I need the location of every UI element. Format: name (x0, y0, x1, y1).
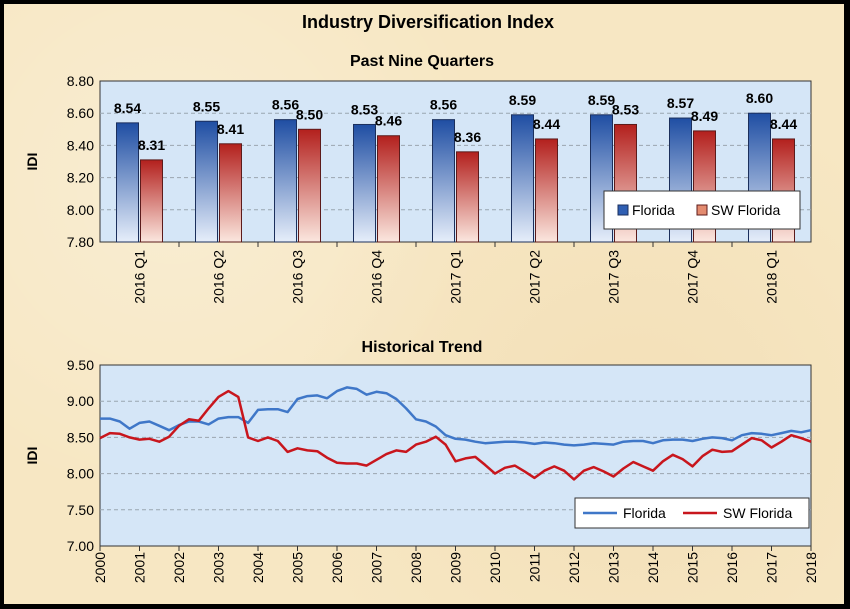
bar-florida (195, 120, 218, 243)
line-x-tick-label: 2013 (606, 552, 622, 583)
bar-data-label-sw-florida: 8.53 (612, 101, 639, 117)
bar-legend (603, 190, 801, 230)
bar-data-label-florida: 8.53 (351, 101, 378, 117)
bar-y-axis-label: IDI (24, 153, 40, 171)
bar-y-tick-label: 8.20 (67, 170, 94, 186)
bar-x-tick-label: 2017 Q1 (448, 250, 464, 304)
line-y-tick-label: 8.50 (67, 429, 94, 445)
line-x-tick-label: 2017 (764, 552, 780, 583)
line-x-tick-label: 2012 (566, 552, 582, 583)
line-chart-title: Historical Trend (362, 339, 483, 356)
line-x-tick-label: 2001 (132, 552, 148, 583)
line-legend-label-sw-florida: SW Florida (723, 505, 792, 521)
line-x-tick-label: 2009 (448, 552, 464, 583)
bar-x-tick-label: 2016 Q3 (290, 250, 306, 304)
chart-canvas: Industry Diversification Index Past Nine… (24, 12, 819, 583)
line-legend-label-florida: Florida (623, 505, 666, 521)
bar-x-tick-label: 2018 Q1 (764, 250, 780, 304)
bar-florida (274, 119, 297, 243)
bar-y-tick-label: 8.40 (67, 137, 94, 153)
bar-chart: Past Nine Quarters 7.80 8.00 8.20 8.40 8.60 8.… (24, 53, 812, 304)
bar-sw-florida (535, 138, 558, 243)
line-series-sw-florida (99, 389, 812, 481)
bar-data-label-sw-florida: 8.36 (454, 129, 481, 145)
bar-x-tick-label: 2017 Q3 (606, 250, 622, 304)
bar-florida (511, 114, 534, 243)
line-x-tick-label: 2014 (645, 552, 661, 583)
bar-florida (353, 123, 376, 243)
bar-data-label-sw-florida: 8.44 (533, 116, 560, 132)
line-y-tick-label: 7.00 (67, 538, 94, 554)
bar-legend-swatch-sw-florida (696, 204, 708, 216)
bar-legend-label-sw-florida: SW Florida (711, 202, 780, 218)
bar-y-tick-label: 8.00 (67, 202, 94, 218)
bar-x-tick-label: 2016 Q4 (369, 250, 385, 304)
bar-data-label-florida: 8.55 (193, 98, 220, 114)
main-title: Industry Diversification Index (302, 12, 554, 32)
bar-data-label-florida: 8.57 (667, 95, 694, 111)
line-series-florida (100, 386, 812, 447)
line-chart: Historical Trend 7.00 7.50 8.00 8.50 9.00 9.50… (24, 339, 819, 583)
line-x-tick-label: 2007 (369, 552, 385, 583)
line-y-tick-label: 8.00 (67, 466, 94, 482)
bar-legend-label-florida: Florida (632, 202, 675, 218)
line-x-tick-label: 2015 (685, 552, 701, 583)
bar-data-label-sw-florida: 8.50 (296, 106, 323, 122)
line-x-tick-label: 2008 (408, 552, 424, 583)
bar-data-label-florida: 8.60 (746, 90, 773, 106)
line-x-tick-label: 2003 (211, 552, 227, 583)
line-y-tick-label: 7.50 (67, 502, 94, 518)
line-x-tick-label: 2016 (724, 552, 740, 583)
line-y-tick-label: 9.50 (67, 357, 94, 373)
bar-y-tick-label: 8.80 (67, 73, 94, 89)
line-x-tick-label: 2002 (171, 552, 187, 583)
bar-sw-florida (219, 143, 242, 243)
line-x-tick-label: 2011 (527, 552, 543, 582)
bar-data-label-sw-florida: 8.41 (217, 121, 244, 137)
bar-florida (116, 122, 139, 243)
bar-data-label-florida: 8.54 (114, 100, 141, 116)
bar-data-label-florida: 8.59 (588, 92, 615, 108)
bar-y-tick-label: 8.60 (67, 105, 94, 121)
bar-x-tick-label: 2017 Q2 (527, 250, 543, 304)
bar-florida (432, 119, 455, 243)
line-x-tick-label: 2006 (329, 552, 345, 583)
bar-x-tick-label: 2016 Q1 (132, 250, 148, 304)
line-x-tick-label: 2005 (290, 552, 306, 583)
bar-data-label-sw-florida: 8.44 (770, 116, 797, 132)
line-x-tick-label: 2018 (803, 552, 819, 583)
bar-data-label-florida: 8.56 (272, 97, 299, 113)
bar-y-tick-label: 7.80 (67, 234, 94, 250)
bar-data-label-florida: 8.56 (430, 97, 457, 113)
bar-legend-swatch-florida (617, 204, 629, 216)
bar-data-label-sw-florida: 8.46 (375, 113, 402, 129)
bar-chart-title: Past Nine Quarters (350, 53, 494, 70)
bar-sw-florida (377, 135, 400, 243)
line-x-tick-label: 2000 (92, 552, 108, 583)
chart-frame: Industry Diversification Index Past Nine… (4, 4, 844, 604)
line-y-tick-label: 9.00 (67, 393, 94, 409)
bar-sw-florida (298, 128, 321, 243)
bar-data-label-sw-florida: 8.49 (691, 108, 718, 124)
line-x-tick-label: 2010 (487, 552, 503, 583)
bar-sw-florida (456, 151, 479, 243)
bar-sw-florida (140, 159, 163, 243)
bar-data-label-florida: 8.59 (509, 92, 536, 108)
line-y-axis-label: IDI (24, 447, 40, 465)
bar-x-tick-label: 2017 Q4 (685, 250, 701, 304)
bar-x-tick-label: 2016 Q2 (211, 250, 227, 304)
bar-data-label-sw-florida: 8.31 (138, 137, 165, 153)
line-x-tick-label: 2004 (250, 552, 266, 583)
